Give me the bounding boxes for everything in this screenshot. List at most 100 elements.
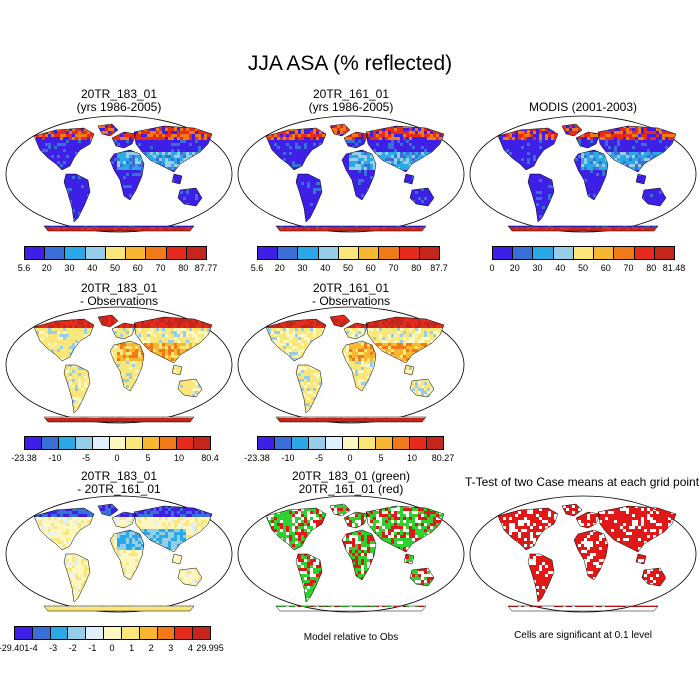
colorbar-label: 60 [600,263,611,273]
panel-7-title-line1: 20TR_183_01 (green) [291,469,411,483]
coastline [171,173,183,185]
coastline [507,605,659,612]
colorbar-label: 40 [555,263,566,273]
coastline [365,125,445,173]
coastline [573,149,609,201]
colorbar-swatch [337,246,360,260]
panel-8-map [469,495,697,613]
coastline [575,511,601,529]
panel-5-title-line2: - Observations [311,294,391,308]
colorbar-swatch [165,246,187,260]
colorbar-swatch [24,246,46,260]
colorbar-label: 70 [155,263,166,273]
panel-4-title-line1: 20TR_183_01 [80,281,158,295]
panel-6-title-line2: - 20TR_161_01 [77,482,161,496]
colorbar-label: 60 [132,263,143,273]
coastline [329,314,351,328]
colorbar-label: 30 [532,263,543,273]
coastline [527,173,555,223]
colorbar-swatch [392,436,411,450]
figure-title: JJA ASA (% reflected) [247,52,453,75]
colorbar-swatch [108,436,127,450]
colorbar-swatch [125,436,144,450]
colorbar-label: 3 [168,643,174,653]
coastline [133,316,213,364]
coastline [343,131,369,149]
colorbar-swatch [84,246,106,260]
panel-2-colorbar: 5.6 20 30 40 50 60 70 80 87.7 [251,246,448,273]
colorbar-swatch [74,436,93,450]
coastline [177,187,203,207]
panel-1-title: 20TR_183_01 (yrs 1986-2005) [4,88,234,114]
colorbar-label: 60 [365,263,376,273]
colorbar-swatch [40,436,59,450]
colorbar-label: 40 [87,263,98,273]
panel-1-title-line2: (yrs 1986-2005) [76,100,162,114]
colorbar-swatch [572,246,595,260]
colorbar-swatch [277,246,299,260]
colorbar-swatch [552,246,574,260]
panel-5-title-line1: 20TR_161_01 [312,281,390,295]
panel-5-map [237,306,465,424]
colorbar-swatch [142,436,161,450]
colorbar-swatch [64,246,86,260]
colorbar-label: 50 [109,263,121,273]
coastline [111,511,137,529]
panel-1-colorbar: 5.6 20 30 40 50 60 70 80 87.77 [18,246,217,273]
colorbar-swatch [593,246,615,260]
panel-7-map [237,495,465,613]
colorbar-swatch [324,436,343,450]
coastline [171,364,183,376]
coastline [527,553,555,603]
colorbar-label: 2 [148,643,154,653]
colorbar-swatch [176,436,195,450]
coastline [403,364,415,376]
panel-8-title: T-Test of two Case means at each grid po… [462,476,700,489]
colorbar-swatch [341,436,360,450]
colorbar-swatch [67,626,87,640]
colorbar-label: 0 [109,643,115,653]
colorbar-label: -5 [314,453,324,463]
colorbar-swatch [317,246,339,260]
coastline [111,131,137,149]
colorbar-label: 80 [178,263,189,273]
colorbar-swatch [297,246,319,260]
colorbar-swatch [532,246,554,260]
panel-6-title: 20TR_183_01 - 20TR_161_01 [4,470,234,496]
colorbar-swatch [426,436,444,450]
coastline [329,503,351,517]
panel-3-title: MODIS (2001-2003) [468,101,698,114]
coastline [43,416,195,423]
coastline [341,340,377,392]
colorbar-swatch [185,246,207,260]
coastline [111,322,137,340]
coastline [275,416,427,423]
coastline [109,529,145,581]
colorbar-label: 80 [646,263,657,273]
coastline [43,605,195,612]
colorbar-label: -10 [281,453,295,463]
coastline [561,123,583,137]
coastline [341,149,377,201]
colorbar-swatch [138,626,158,640]
colorbar-label: 4 [187,643,193,653]
coastline [497,507,559,551]
coastline [63,364,91,414]
colorbar-label: 87.77 [194,263,218,273]
coastline [497,127,559,171]
colorbar-label: 10 [173,453,185,463]
coastline [561,503,583,517]
coastline [329,123,351,137]
colorbar-swatch [104,246,127,260]
colorbar-label: 70 [623,263,634,273]
coastline [409,378,435,398]
coastline [33,318,95,362]
coastline [365,505,445,553]
colorbar-swatch [418,246,440,260]
colorbar-swatch [85,626,105,640]
colorbar-label: 50 [577,263,589,273]
coastline [641,187,667,207]
colorbar-swatch [273,436,292,450]
coastline [171,553,183,565]
coastline [597,505,677,553]
